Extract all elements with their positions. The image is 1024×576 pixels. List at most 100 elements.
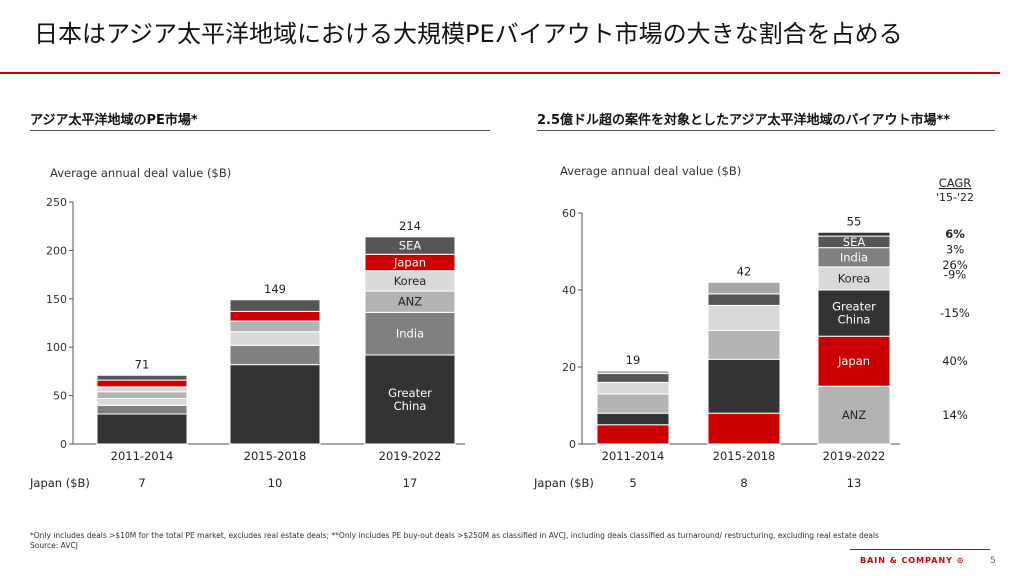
title-divider bbox=[0, 72, 1000, 74]
chart2-bar-segment bbox=[596, 424, 670, 445]
chart2-japan-row-label: Japan ($B) bbox=[533, 476, 594, 490]
chart2-segment-label: Japan bbox=[837, 354, 870, 368]
chart1-bar-segment bbox=[229, 364, 321, 445]
chart2-total-label: 19 bbox=[626, 353, 641, 367]
chart1-bar-segment bbox=[229, 331, 321, 346]
page-title: 日本はアジア太平洋地域における大規模PEバイアウト市場の大きな割合を占める bbox=[34, 20, 903, 48]
chart2-bar-segment bbox=[817, 335, 891, 387]
chart2-cagr-period: '15-'22 bbox=[936, 191, 974, 204]
chart2-total-label: 42 bbox=[737, 264, 752, 278]
chart1-y-tick-label: 250 bbox=[46, 196, 67, 209]
chart1-total-label: 149 bbox=[264, 282, 286, 296]
chart1-bar-segment bbox=[229, 310, 321, 322]
right-heading-rule bbox=[537, 130, 995, 131]
left-heading-rule bbox=[30, 130, 490, 131]
chart2-segment-label: India bbox=[840, 250, 868, 264]
chart2-bar-segment bbox=[707, 358, 781, 414]
chart1-bar-segment bbox=[96, 374, 188, 381]
chart1-bar-segment bbox=[96, 379, 188, 388]
chart2-bar-segment bbox=[596, 393, 670, 414]
chart1-x-tick-label: 2015-2018 bbox=[244, 449, 307, 463]
chart1-bar-segment bbox=[229, 299, 321, 312]
chart2-cagr-value: 3% bbox=[946, 243, 964, 257]
chart1-segment-label: India bbox=[396, 327, 424, 341]
chart1-y-tick-label: 100 bbox=[46, 341, 67, 354]
chart1-bar-segment bbox=[229, 320, 321, 333]
chart1-bar-segment bbox=[364, 311, 456, 356]
chart2-x-tick-label: 2019-2022 bbox=[823, 449, 886, 463]
chart2-y-tick-label: 20 bbox=[562, 361, 576, 374]
chart1-x-tick-label: 2019-2022 bbox=[379, 449, 442, 463]
chart2-segment-label: Korea bbox=[838, 271, 871, 285]
chart2-bar-segment bbox=[817, 289, 891, 337]
chart1-bar-segment bbox=[364, 236, 456, 255]
chart2-bar-segment bbox=[596, 373, 670, 383]
chart2-segment-label: China bbox=[838, 313, 871, 327]
chart1-bar-segment bbox=[96, 413, 188, 445]
chart2-cagr-value: -9% bbox=[944, 268, 966, 282]
bain-logo: BAIN & COMPANY ⊙ bbox=[860, 556, 964, 565]
chart2-cagr-value: -15% bbox=[940, 306, 970, 320]
chart1-y-tick-label: 200 bbox=[46, 244, 67, 257]
chart2-bar-segment bbox=[707, 281, 781, 295]
chart1-bar-segment bbox=[96, 398, 188, 406]
chart1-segment-label: Korea bbox=[394, 274, 427, 288]
chart2-cagr-value: 14% bbox=[942, 408, 968, 422]
chart2-bar-segment bbox=[596, 412, 670, 426]
footnote: *Only includes deals >$10M for the total… bbox=[30, 531, 879, 551]
chart2-y-tick-label: 60 bbox=[562, 207, 576, 220]
chart1-total-label: 214 bbox=[399, 219, 421, 233]
chart2-cagr-value: 26% bbox=[942, 258, 968, 272]
chart2-bar-segment bbox=[707, 293, 781, 306]
chart2-cagr-header: CAGR bbox=[939, 176, 972, 190]
chart1-japan-value: 17 bbox=[403, 476, 418, 490]
chart1-bar-segment bbox=[96, 391, 188, 400]
chart2-cagr-value: 40% bbox=[942, 354, 968, 368]
chart1-bar-segment bbox=[229, 344, 321, 366]
logo-rule bbox=[850, 549, 990, 550]
chart1-japan-row-label: Japan ($B) bbox=[29, 476, 90, 490]
chart2-y-tick-label: 0 bbox=[569, 438, 576, 451]
chart1-y-tick-label: 150 bbox=[46, 293, 67, 306]
logo-text: BAIN & COMPANY bbox=[860, 556, 953, 565]
chart2-japan-value: 8 bbox=[740, 476, 747, 490]
chart2-cagr-value: 6% bbox=[945, 227, 965, 241]
chart2-bar-segment bbox=[817, 231, 891, 237]
chart2-total-label: 55 bbox=[847, 214, 862, 228]
chart2-bar-segment bbox=[596, 370, 670, 375]
source-text: Source: AVCJ bbox=[30, 541, 78, 550]
page-number: 5 bbox=[990, 556, 996, 566]
chart1-y-tick-label: 0 bbox=[60, 438, 67, 451]
chart1-x-tick-label: 2011-2014 bbox=[111, 449, 174, 463]
chart1-total-label: 71 bbox=[135, 357, 150, 371]
chart2-x-tick-label: 2011-2014 bbox=[602, 449, 665, 463]
chart2-y-axis-label: Average annual deal value ($B) bbox=[560, 164, 741, 178]
chart2-x-tick-label: 2015-2018 bbox=[713, 449, 776, 463]
chart2-segment-label: SEA bbox=[843, 235, 866, 249]
footnote-text: *Only includes deals >$10M for the total… bbox=[30, 531, 879, 540]
chart1-y-tick-label: 50 bbox=[53, 390, 67, 403]
chart2-japan-value: 5 bbox=[629, 476, 636, 490]
chart2-bar-segment bbox=[707, 329, 781, 360]
chart2-segment-label: ANZ bbox=[842, 408, 866, 422]
chart1-segment-label: China bbox=[394, 399, 427, 413]
chart1-y-axis-label: Average annual deal value ($B) bbox=[50, 166, 231, 180]
chart1-japan-value: 7 bbox=[138, 476, 145, 490]
chart1-segment-label: ANZ bbox=[398, 295, 422, 309]
chart1-segment-label: SEA bbox=[399, 239, 422, 253]
chart2-japan-value: 13 bbox=[847, 476, 862, 490]
chart2-y-tick-label: 40 bbox=[562, 284, 576, 297]
chart1-bar-segment bbox=[96, 404, 188, 415]
right-chart-heading: 2.5億ドル超の案件を対象としたアジア太平洋地域のバイアウト市場** bbox=[537, 113, 951, 128]
left-chart-heading: アジア太平洋地域のPE市場* bbox=[30, 113, 198, 128]
chart1-bar-segment bbox=[96, 386, 188, 393]
logo-mark-icon: ⊙ bbox=[956, 556, 965, 565]
chart2-bar-segment bbox=[596, 381, 670, 395]
chart1-segment-label: Japan bbox=[393, 256, 426, 270]
chart2-bar-segment bbox=[707, 304, 781, 331]
chart1-bar-segment bbox=[364, 354, 456, 445]
chart2-segment-label: Greater bbox=[832, 300, 876, 314]
chart1-segment-label: Greater bbox=[388, 386, 432, 400]
chart2-bar-segment bbox=[707, 412, 781, 445]
